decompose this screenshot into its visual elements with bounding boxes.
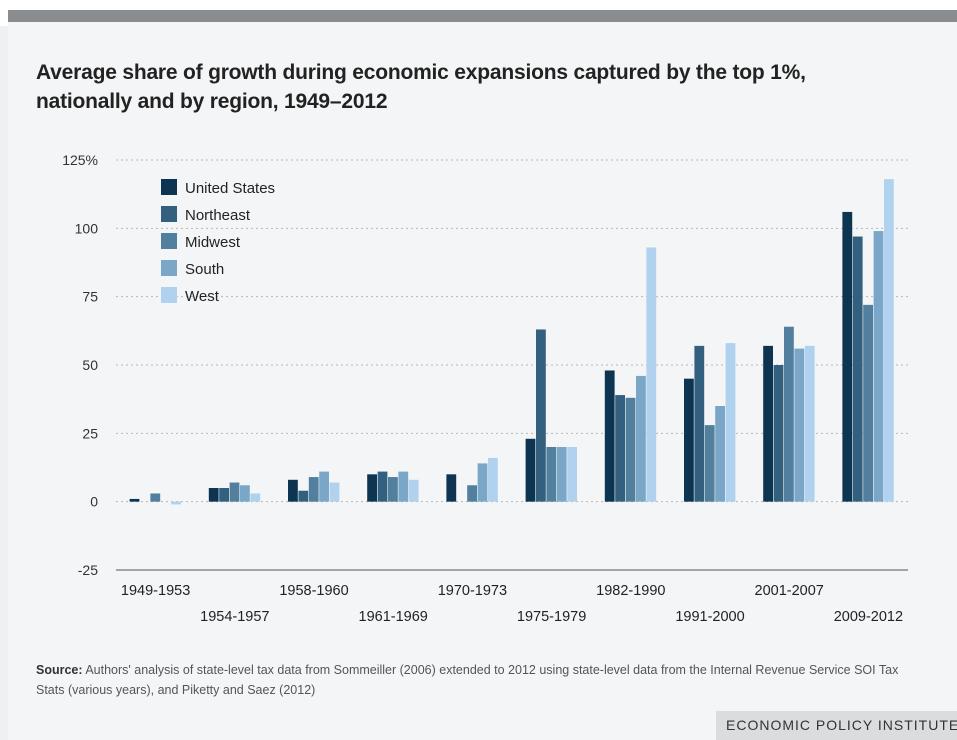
bar	[852, 236, 863, 502]
bar	[398, 471, 409, 502]
y-tick-label: 100	[75, 220, 99, 236]
bar	[863, 304, 873, 502]
bar	[319, 471, 329, 502]
legend-swatch	[161, 260, 177, 276]
legend-label: Midwest	[185, 234, 241, 251]
bar	[694, 345, 705, 502]
bar	[240, 485, 250, 502]
bar	[171, 501, 181, 505]
legend-swatch	[161, 233, 177, 249]
bar	[773, 365, 784, 502]
bar	[567, 447, 577, 502]
x-category-label: 1949-1953	[121, 583, 190, 599]
bar	[477, 463, 488, 502]
bar	[329, 482, 340, 502]
bar	[704, 425, 715, 502]
x-category-label: 1982-1990	[596, 583, 665, 599]
x-category-label: 1958-1960	[279, 583, 348, 599]
bar	[129, 498, 140, 502]
bar	[219, 488, 229, 502]
bar	[488, 457, 498, 502]
source-note: Source: Authors' analysis of state-level…	[36, 660, 926, 700]
bar	[604, 370, 615, 502]
y-tick-label: 125%	[62, 152, 98, 168]
bar	[556, 447, 567, 502]
bar	[208, 488, 219, 502]
bar	[804, 345, 815, 502]
publisher-name: ECONOMIC POLICY INSTITUTE	[726, 717, 957, 733]
bar	[250, 493, 261, 502]
bar	[784, 326, 794, 502]
x-category-label: 1954-1957	[200, 609, 269, 625]
bar	[525, 438, 536, 502]
legend-swatch	[161, 287, 177, 303]
legend-swatch	[161, 179, 177, 195]
bar	[446, 474, 457, 502]
bar	[646, 247, 657, 502]
bar	[229, 482, 240, 502]
bar	[725, 343, 736, 502]
bar	[377, 471, 388, 502]
bar	[388, 477, 398, 502]
bar	[794, 348, 805, 502]
x-category-label: 2001-2007	[755, 583, 824, 599]
bar-chart: -25 0 25 50 75 100 125% 1949-1953 1954-1957 1958-…	[62, 152, 908, 625]
bar	[884, 179, 894, 502]
bar	[684, 378, 694, 502]
x-category-label: 2009-2012	[834, 609, 903, 625]
x-category-label: 1991-2000	[675, 609, 744, 625]
chart-title-line-1: Average share of growth during economic …	[36, 61, 806, 84]
source-text: Authors' analysis of state-level tax dat…	[36, 663, 899, 697]
source-label: Source:	[36, 663, 83, 677]
legend-swatch	[161, 206, 177, 222]
chart-title: Average share of growth during economic …	[36, 58, 936, 116]
x-category-label: 1961-1969	[359, 609, 428, 625]
footer-band: ECONOMIC POLICY INSTITUTE	[716, 711, 957, 740]
y-tick-label: -25	[78, 562, 98, 578]
legend-label: South	[185, 261, 224, 278]
y-tick-label: 75	[82, 289, 98, 305]
x-category-label: 1975-1979	[517, 609, 586, 625]
bar	[536, 329, 546, 502]
legend-label: Northeast	[185, 207, 251, 224]
legend-label: United States	[185, 180, 275, 197]
bar	[408, 479, 419, 502]
bar	[625, 397, 636, 502]
bar	[467, 485, 477, 502]
bar	[298, 490, 309, 502]
bar	[636, 375, 646, 502]
bar	[615, 395, 625, 502]
legend-label: West	[185, 288, 220, 305]
top-divider	[8, 10, 957, 22]
bar	[715, 406, 725, 502]
bar	[150, 493, 161, 502]
bar	[763, 345, 773, 502]
bar	[546, 447, 557, 502]
bar	[367, 474, 377, 502]
bar	[288, 479, 298, 502]
bar	[873, 231, 884, 502]
y-tick-label: 50	[82, 357, 98, 373]
bar	[308, 477, 319, 502]
bar	[842, 211, 853, 502]
y-tick-label: 0	[90, 494, 98, 510]
x-category-label: 1970-1973	[438, 583, 507, 599]
y-tick-label: 25	[82, 425, 98, 441]
chart-title-line-2: nationally and by region, 1949–2012	[36, 90, 388, 113]
top-band	[0, 0, 957, 26]
